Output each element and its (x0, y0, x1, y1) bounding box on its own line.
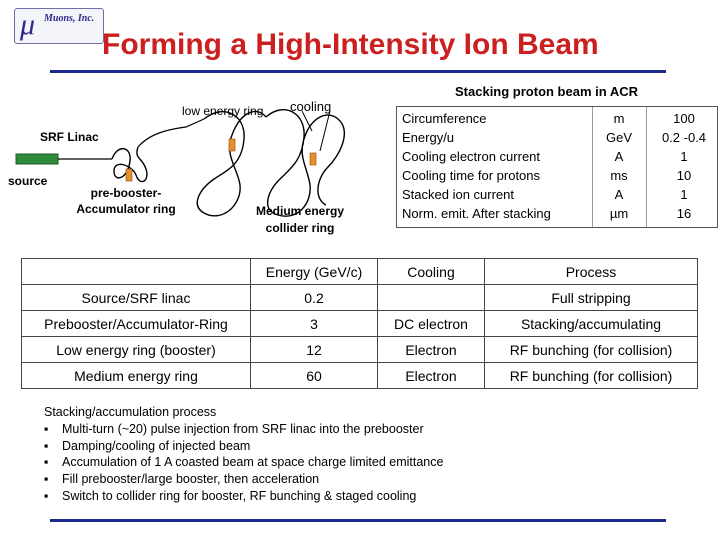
low-energy-cooler (228, 138, 236, 152)
list-item: Fill prebooster/large booster, then acce… (44, 471, 443, 488)
table-row: Medium energy ring 60 Electron RF bunchi… (21, 362, 698, 389)
params-header: Stacking proton beam in ACR (455, 84, 638, 99)
logo-text: Muons, Inc. (44, 13, 95, 24)
logo-mu-symbol: μ (20, 8, 36, 41)
param-value: 1 (680, 149, 688, 164)
title-underline (50, 70, 666, 73)
param-name: Energy/u (402, 130, 455, 145)
param-unit: ms (610, 168, 628, 183)
table-cell-energy: 60 (250, 362, 378, 389)
footer-rule (50, 519, 666, 522)
params-table: Circumference m 100 Energy/u GeV 0.2 -0.… (396, 106, 718, 228)
table-header-cell: Energy (GeV/c) (250, 258, 378, 285)
table-cell-energy: 0.2 (250, 284, 378, 311)
prebooster-label: pre-booster- Accumulator ring (62, 185, 190, 217)
param-unit: m (613, 111, 625, 126)
param-value: 1 (680, 187, 688, 202)
table-header-row: Energy (GeV/c) Cooling Process (21, 258, 698, 285)
param-unit: A (614, 187, 624, 202)
medium-energy-label-line2: collider ring (265, 221, 335, 235)
param-unit: GeV (605, 130, 632, 145)
param-value: 100 (673, 111, 695, 126)
source-label: source (8, 174, 48, 188)
params-divider-2 (646, 107, 647, 227)
param-name: Stacked ion current (402, 187, 515, 202)
table-cell-process: RF bunching (for collision) (484, 362, 698, 389)
prebooster-label-line1: pre-booster- (90, 186, 162, 200)
table-header-cell: Process (484, 258, 698, 285)
table-cell-energy: 3 (250, 310, 378, 337)
params-row: Cooling time for protons ms 10 (397, 166, 717, 185)
medium-energy-cooler (309, 152, 317, 166)
cooling-pointer-2 (319, 110, 331, 152)
table-cell-stage: Source/SRF linac (21, 284, 251, 311)
transfer-line-1 (137, 118, 205, 148)
accelerator-diagram (15, 109, 345, 217)
table-cell-cooling: DC electron (377, 310, 485, 337)
medium-energy-label-line1: Medium energy (255, 204, 345, 218)
params-row: Stacked ion current A 1 (397, 185, 717, 204)
list-item: Accumulation of 1 A coasted beam at spac… (44, 454, 443, 471)
low-energy-ring (196, 110, 267, 217)
param-name: Norm. emit. After stacking (402, 206, 551, 221)
table-cell-cooling: Electron (377, 362, 485, 389)
table-row: Low energy ring (booster) 12 Electron RF… (21, 336, 698, 363)
muons-inc-logo (14, 8, 104, 44)
params-row: Circumference m 100 (397, 109, 717, 128)
table-row: Source/SRF linac 0.2 Full stripping (21, 284, 698, 311)
table-cell-cooling: Electron (377, 336, 485, 363)
low-energy-ring-label: low energy ring (182, 104, 264, 118)
list-item: Damping/cooling of injected beam (44, 438, 443, 455)
params-row: Norm. emit. After stacking µm 16 (397, 204, 717, 223)
prebooster-ring (111, 146, 148, 183)
param-value: 0.2 -0.4 (661, 130, 707, 145)
notes-heading: Stacking/accumulation process (44, 405, 217, 419)
medium-energy-ring (265, 109, 345, 217)
process-notes: Stacking/accumulation process Multi-turn… (44, 404, 443, 505)
table-cell-stage: Prebooster/Accumulator-Ring (21, 310, 251, 337)
table-header-cell (21, 258, 251, 285)
list-item: Switch to collider ring for booster, RF … (44, 488, 443, 505)
param-name: Cooling time for protons (402, 168, 541, 183)
table-row: Prebooster/Accumulator-Ring 3 DC electro… (21, 310, 698, 337)
table-cell-cooling (377, 284, 485, 311)
table-cell-energy: 12 (250, 336, 378, 363)
table-cell-stage: Medium energy ring (21, 362, 251, 389)
param-unit: A (614, 149, 624, 164)
param-value: 10 (676, 168, 692, 183)
medium-energy-label: Medium energy collider ring (236, 203, 364, 237)
cooling-label: cooling (290, 99, 332, 114)
table-cell-process: Full stripping (484, 284, 698, 311)
notes-list: Multi-turn (~20) pulse injection from SR… (44, 421, 443, 505)
table-cell-process: Stacking/accumulating (484, 310, 698, 337)
param-value: 16 (676, 206, 692, 221)
page-title: Forming a High-Intensity Ion Beam (102, 28, 599, 61)
param-unit: µm (609, 206, 629, 221)
param-name: Circumference (402, 111, 487, 126)
prebooster-cooler (125, 168, 133, 182)
table-cell-stage: Low energy ring (booster) (21, 336, 251, 363)
cooling-pointer-1 (301, 110, 313, 132)
srf-linac-bar (15, 153, 59, 165)
prebooster-label-line2: Accumulator ring (76, 202, 176, 216)
list-item: Multi-turn (~20) pulse injection from SR… (44, 421, 443, 438)
params-row: Cooling electron current A 1 (397, 147, 717, 166)
params-divider-1 (592, 107, 593, 227)
table-header-cell: Cooling (377, 258, 485, 285)
srf-linac-label: SRF Linac (40, 130, 99, 144)
param-name: Cooling electron current (402, 149, 541, 164)
params-row: Energy/u GeV 0.2 -0.4 (397, 128, 717, 147)
ring-stages-table: Energy (GeV/c) Cooling Process Source/SR… (21, 258, 698, 389)
table-cell-process: RF bunching (for collision) (484, 336, 698, 363)
